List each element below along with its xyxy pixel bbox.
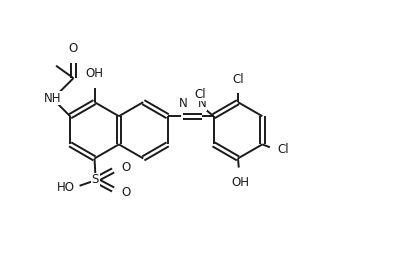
Text: O: O [121,186,130,199]
Text: N: N [198,97,206,110]
Text: N: N [179,97,188,110]
Text: O: O [121,161,130,174]
Text: NH: NH [44,91,61,105]
Text: OH: OH [231,176,249,189]
Text: OH: OH [86,67,103,80]
Text: Cl: Cl [277,143,289,156]
Text: O: O [69,42,78,55]
Text: Cl: Cl [232,73,244,86]
Text: Cl: Cl [194,88,206,101]
Text: S: S [91,173,99,186]
Text: HO: HO [57,181,75,194]
